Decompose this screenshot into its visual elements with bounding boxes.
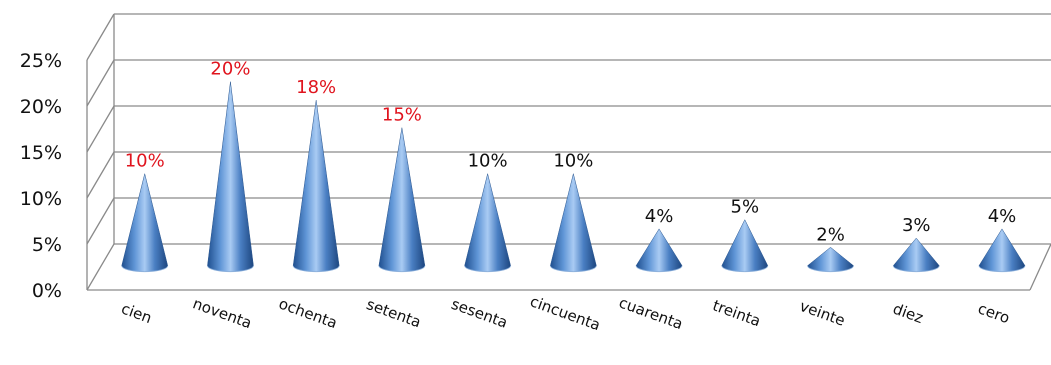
cone-body [978, 228, 1026, 272]
cone-bar-noventa [206, 81, 254, 273]
cone-body [807, 246, 854, 272]
cone-bar-ochenta [292, 100, 340, 273]
category-label: noventa [190, 294, 254, 332]
cone-bar-veinte [807, 246, 855, 273]
side-gridline-5 [86, 197, 115, 245]
category-label: cincuenta [528, 292, 603, 334]
cone-bars [121, 81, 1026, 273]
data-label: 10% [468, 151, 508, 172]
side-gridline-15 [86, 105, 115, 153]
category-labels: cien noventa ochenta setenta sesenta cincuent… [119, 292, 1012, 334]
cone-base-rim [464, 265, 512, 273]
category-label: cuarenta [617, 293, 686, 333]
data-label: 10% [125, 151, 165, 172]
category-label: cero [975, 299, 1012, 327]
cone-bar-cincuenta [549, 173, 597, 273]
y-axis-ticks: 0% 5% 10% 15% 20% 25% [20, 50, 62, 302]
category-label: veinte [797, 297, 847, 330]
data-labels: 10% 20% 18% 15% 10% 10% 4% 5% 2% 3% 4% [125, 59, 1017, 246]
category-label: cien [119, 300, 154, 328]
cone-body [464, 173, 511, 272]
data-label: 3% [902, 215, 931, 236]
cone-bar-cuarenta [635, 228, 683, 273]
cone-body [121, 173, 168, 272]
cone-bar-cien [121, 173, 169, 273]
data-label: 10% [553, 151, 593, 172]
category-label: setenta [364, 295, 423, 331]
cone-base-rim [807, 265, 855, 273]
y-tick-label: 20% [20, 96, 62, 118]
side-gridline-10 [86, 151, 115, 199]
category-label: sesenta [449, 295, 510, 332]
side-gridline-25 [86, 13, 115, 61]
cone-base-rim [978, 265, 1026, 273]
data-label: 4% [645, 206, 674, 227]
floor-right-edge [1029, 243, 1051, 291]
data-label: 4% [988, 206, 1017, 227]
data-label: 20% [210, 59, 250, 80]
y-tick-label: 25% [20, 50, 62, 72]
cone-base-rim [206, 265, 254, 273]
data-label: 15% [382, 105, 422, 126]
category-label: ochenta [276, 294, 339, 332]
cone-base-rim [121, 265, 169, 273]
cone-base-rim [635, 265, 683, 273]
side-gridline-0 [86, 243, 115, 291]
cone-body [550, 173, 597, 272]
cone-bar-diez [892, 237, 940, 273]
side-gridline-20 [86, 59, 115, 107]
cone-body [893, 237, 940, 272]
y-tick-label: 10% [20, 188, 62, 210]
gridlines [86, 13, 1051, 291]
y-tick-label: 5% [32, 234, 62, 256]
cone-body [378, 127, 426, 272]
y-tick-label: 0% [32, 280, 62, 302]
cone-bar-treinta [721, 219, 769, 273]
cone-body [635, 228, 683, 272]
cone-base-rim [892, 265, 940, 273]
data-label: 5% [731, 197, 760, 218]
category-label: treinta [710, 296, 763, 330]
cone-body [292, 100, 340, 272]
cone-base-rim [378, 265, 426, 273]
cone-base-rim [549, 265, 597, 273]
cone-bar-setenta [378, 127, 426, 273]
category-label: diez [891, 300, 926, 327]
cone-base-rim [292, 265, 340, 273]
cone-body [207, 81, 254, 272]
cone-bar-cero [978, 228, 1026, 273]
cone-body [721, 219, 769, 272]
cone-base-rim [721, 265, 769, 273]
cone-bar-sesenta [464, 173, 512, 273]
data-label: 2% [816, 224, 845, 245]
y-tick-label: 15% [20, 142, 62, 164]
data-label: 18% [296, 77, 336, 98]
axes [86, 14, 1051, 291]
